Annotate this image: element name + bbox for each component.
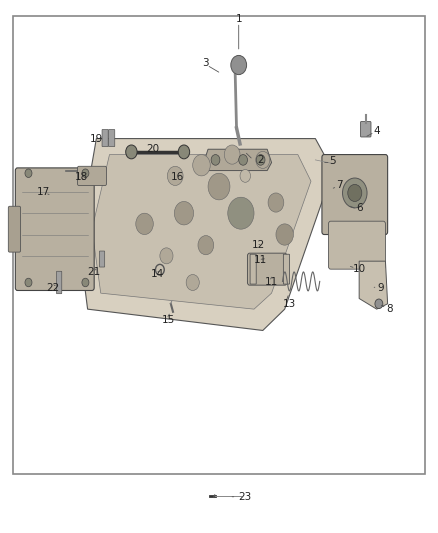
Circle shape — [256, 151, 270, 168]
Circle shape — [186, 274, 199, 290]
FancyBboxPatch shape — [322, 155, 388, 235]
Circle shape — [198, 236, 214, 255]
Bar — [13, 16, 425, 474]
FancyBboxPatch shape — [250, 254, 256, 284]
Circle shape — [178, 145, 190, 159]
Polygon shape — [359, 261, 388, 309]
Text: 9: 9 — [378, 283, 385, 293]
FancyBboxPatch shape — [328, 221, 385, 269]
FancyBboxPatch shape — [8, 206, 21, 252]
Circle shape — [25, 169, 32, 177]
FancyBboxPatch shape — [360, 122, 371, 137]
Text: 11: 11 — [265, 278, 278, 287]
Text: 22: 22 — [46, 283, 59, 293]
Text: 5: 5 — [329, 157, 336, 166]
Circle shape — [208, 173, 230, 200]
FancyBboxPatch shape — [102, 130, 108, 147]
Polygon shape — [204, 149, 272, 171]
Text: 14: 14 — [151, 270, 164, 279]
Text: 3: 3 — [202, 58, 209, 68]
Text: 13: 13 — [283, 299, 296, 309]
Text: 21: 21 — [88, 267, 101, 277]
Text: 19: 19 — [90, 134, 103, 143]
Circle shape — [211, 155, 220, 165]
Text: 11: 11 — [254, 255, 267, 265]
Polygon shape — [79, 139, 333, 330]
FancyBboxPatch shape — [109, 130, 115, 147]
Text: 18: 18 — [74, 172, 88, 182]
Circle shape — [268, 193, 284, 212]
Circle shape — [160, 248, 173, 264]
Text: 23: 23 — [239, 492, 252, 502]
FancyBboxPatch shape — [57, 271, 62, 294]
Circle shape — [239, 155, 247, 165]
Circle shape — [256, 155, 265, 165]
Text: 6: 6 — [356, 203, 363, 213]
Circle shape — [82, 278, 89, 287]
Circle shape — [228, 197, 254, 229]
Text: 17: 17 — [37, 187, 50, 197]
Text: 7: 7 — [336, 180, 343, 190]
Circle shape — [343, 178, 367, 208]
Circle shape — [174, 201, 194, 225]
Text: 16: 16 — [171, 172, 184, 182]
Circle shape — [25, 278, 32, 287]
Circle shape — [375, 299, 383, 309]
Text: 8: 8 — [386, 304, 393, 314]
Text: 12: 12 — [252, 240, 265, 250]
Circle shape — [167, 166, 183, 185]
FancyBboxPatch shape — [99, 251, 105, 267]
FancyBboxPatch shape — [283, 254, 290, 284]
Text: 4: 4 — [373, 126, 380, 135]
Circle shape — [193, 155, 210, 176]
Text: 20: 20 — [147, 144, 160, 154]
Text: 1: 1 — [235, 14, 242, 23]
Circle shape — [224, 145, 240, 164]
Text: 10: 10 — [353, 264, 366, 274]
FancyBboxPatch shape — [247, 253, 287, 285]
Circle shape — [126, 145, 137, 159]
Polygon shape — [92, 155, 311, 309]
Circle shape — [276, 224, 293, 245]
FancyBboxPatch shape — [15, 168, 94, 290]
Circle shape — [348, 184, 362, 201]
FancyBboxPatch shape — [78, 166, 106, 185]
Circle shape — [82, 169, 89, 177]
Circle shape — [136, 213, 153, 235]
Circle shape — [240, 169, 251, 182]
Circle shape — [231, 55, 247, 75]
Text: 2: 2 — [257, 155, 264, 165]
Text: 15: 15 — [162, 315, 175, 325]
